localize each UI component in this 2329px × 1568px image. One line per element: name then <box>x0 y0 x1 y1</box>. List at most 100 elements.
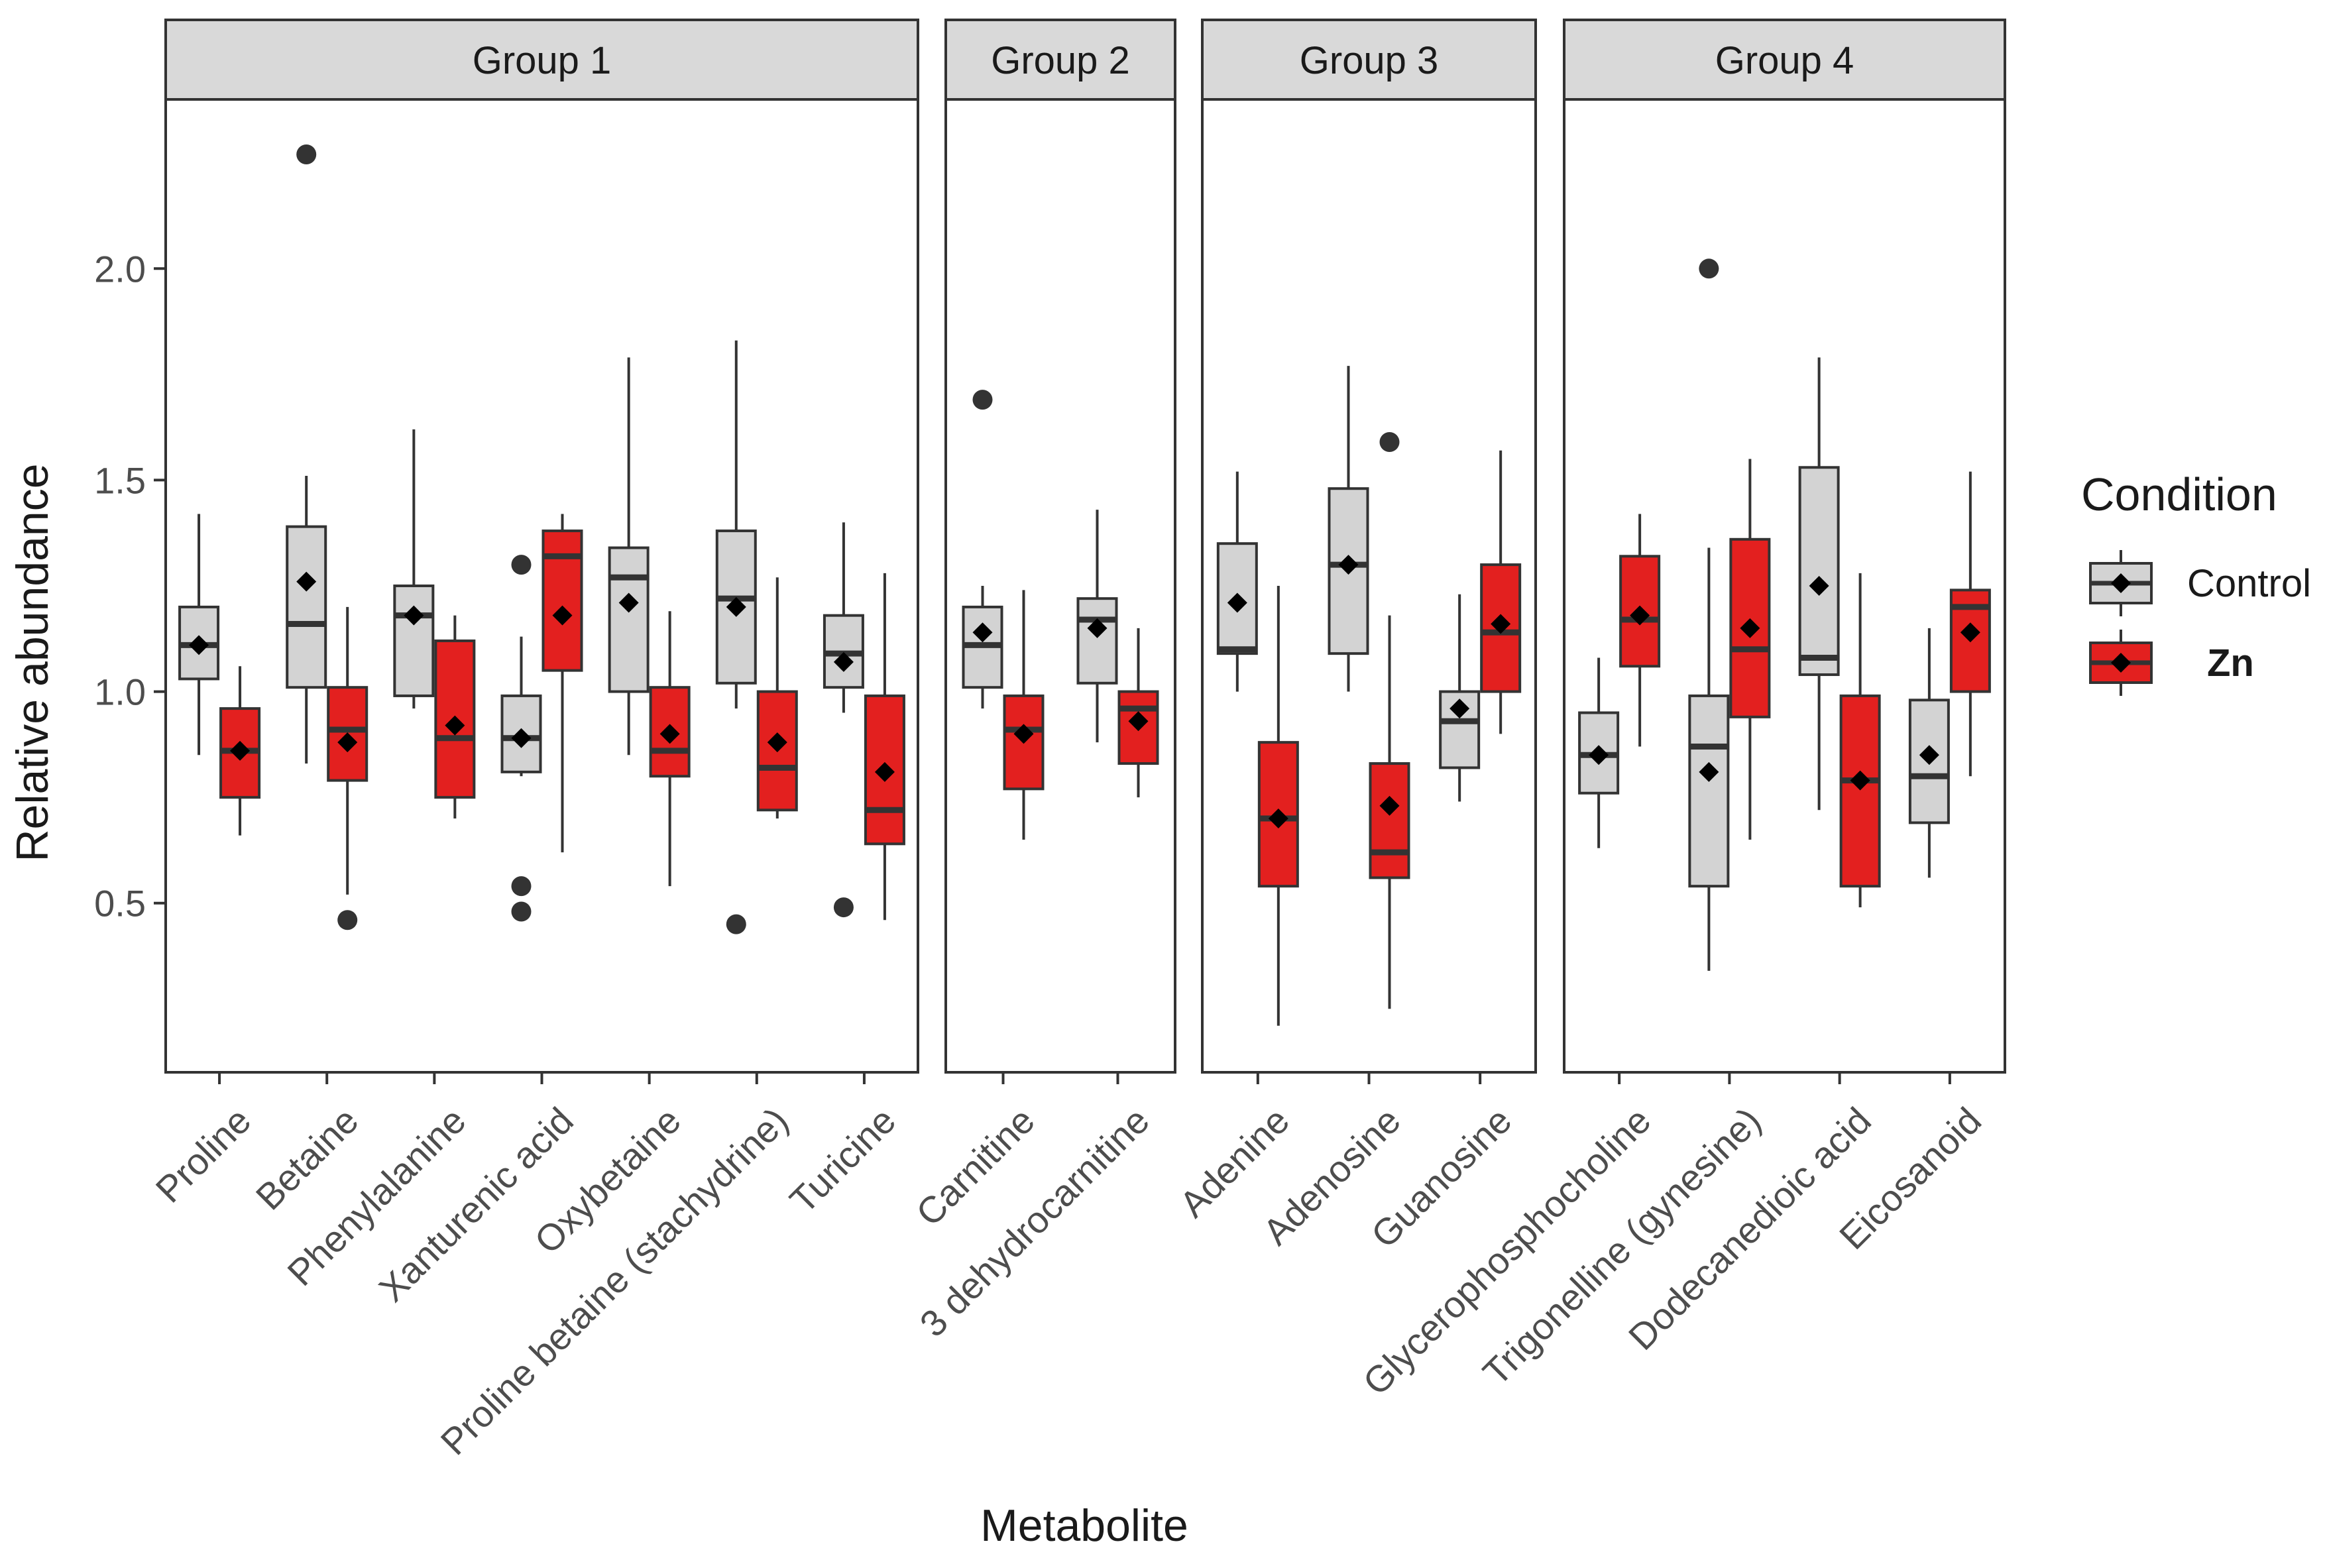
mean-marker <box>1919 745 1939 765</box>
box-iqr <box>1328 487 1369 655</box>
mean-marker <box>189 635 209 655</box>
mean-marker <box>1589 745 1609 765</box>
y-tick-label: 0.5 <box>94 883 146 924</box>
legend-key-mean <box>2111 653 2131 673</box>
box-zn <box>1257 586 1299 1026</box>
y-axis: 0.5 1.0 1.5 2.0 <box>94 248 166 924</box>
y-tick-label: 1.5 <box>94 459 146 501</box>
mean-marker <box>337 732 358 753</box>
mean-marker <box>1268 809 1288 829</box>
legend-title: Condition <box>2081 469 2277 520</box>
box-iqr <box>1369 762 1410 879</box>
box-iqr <box>1839 694 1881 888</box>
box-zn <box>864 573 905 921</box>
mean-marker <box>1699 761 1719 782</box>
box-zn <box>434 615 476 819</box>
facet-group-4: Group 4GlycerophosphocholineTrigonelline… <box>1355 19 2006 1403</box>
outlier-point <box>296 144 317 164</box>
x-tick-label: Proline <box>148 1099 259 1211</box>
facet-strip-label: Group 4 <box>1715 39 1854 82</box>
box-control <box>393 429 435 709</box>
facet-strip-label: Group 2 <box>991 39 1130 82</box>
legend-key-zn <box>2089 630 2153 696</box>
outlier-point <box>337 910 358 930</box>
mean-marker <box>1379 795 1400 816</box>
box-iqr <box>1798 466 1840 677</box>
box-control <box>823 522 864 918</box>
box-control <box>1798 357 1840 811</box>
box-zn <box>1480 450 1522 734</box>
box-zn <box>1729 459 1771 840</box>
facet-strip-label: Group 1 <box>473 39 612 82</box>
mean-marker <box>833 651 854 672</box>
box-control <box>286 144 327 764</box>
outlier-point <box>511 555 532 575</box>
x-axis-title: Metabolite <box>980 1500 1188 1551</box>
outlier-point <box>833 897 854 918</box>
y-tick-label: 1.0 <box>94 671 146 713</box>
outlier-point <box>511 901 532 922</box>
box-control <box>715 340 757 934</box>
box-control <box>608 357 650 756</box>
facet-panels: Group 1ProlineBetainePhenylalanineXantur… <box>148 19 2006 1463</box>
panel-border <box>944 98 1176 1074</box>
y-tick-label: 2.0 <box>94 248 146 290</box>
mean-marker <box>511 728 532 748</box>
box-iqr <box>1003 694 1045 791</box>
mean-marker <box>445 715 465 736</box>
box-zn <box>1949 471 1991 777</box>
box-iqr <box>541 530 583 672</box>
box-zn <box>327 606 369 930</box>
mean-marker <box>404 605 424 626</box>
legend-label-control: Control <box>2187 562 2311 605</box>
box-control <box>962 390 1003 709</box>
box-iqr <box>1076 597 1118 685</box>
box-iqr <box>1688 694 1730 888</box>
mean-marker <box>1809 576 1829 596</box>
box-zn <box>1369 431 1410 1009</box>
mean-marker <box>972 622 993 643</box>
box-control <box>500 555 542 922</box>
mean-marker <box>1128 711 1149 732</box>
mean-marker <box>1227 592 1247 613</box>
box-control <box>1688 258 1730 971</box>
mean-marker <box>1013 724 1034 744</box>
facet-strip-label: Group 3 <box>1300 39 1439 82</box>
mean-marker <box>1960 622 1980 643</box>
legend-label-zn: Zn <box>2207 642 2254 685</box>
x-tick-label: Turicine <box>781 1099 903 1221</box>
legend-key-control <box>2089 550 2153 616</box>
box-zn <box>541 514 583 853</box>
box-control <box>1578 657 1620 848</box>
mean-marker <box>1850 770 1870 791</box>
mean-marker <box>1087 618 1108 638</box>
mean-marker <box>1740 618 1760 638</box>
box-control <box>1216 471 1258 692</box>
mean-marker <box>1338 555 1359 575</box>
box-iqr <box>1257 741 1299 888</box>
facet-group-1: Group 1ProlineBetainePhenylalanineXantur… <box>148 19 919 1463</box>
mean-marker <box>552 605 573 626</box>
outlier-point <box>726 914 746 934</box>
mean-marker <box>659 724 680 744</box>
mean-marker <box>1491 614 1511 634</box>
box-iqr <box>286 525 327 689</box>
box-zn <box>1003 590 1045 840</box>
box-zn <box>756 577 798 819</box>
facet-strip <box>944 19 1176 101</box>
mean-marker <box>1630 605 1650 626</box>
mean-marker <box>874 761 895 782</box>
box-control <box>1076 510 1118 743</box>
mean-marker <box>726 596 746 617</box>
mean-marker <box>296 571 317 592</box>
box-zn <box>1619 514 1661 747</box>
mean-marker <box>230 740 251 761</box>
box-iqr <box>608 546 650 693</box>
box-iqr <box>1729 537 1771 718</box>
mean-marker <box>1449 699 1470 719</box>
box-zn <box>1117 628 1159 798</box>
mean-marker <box>767 732 787 753</box>
outlier-point <box>1699 258 1719 279</box>
